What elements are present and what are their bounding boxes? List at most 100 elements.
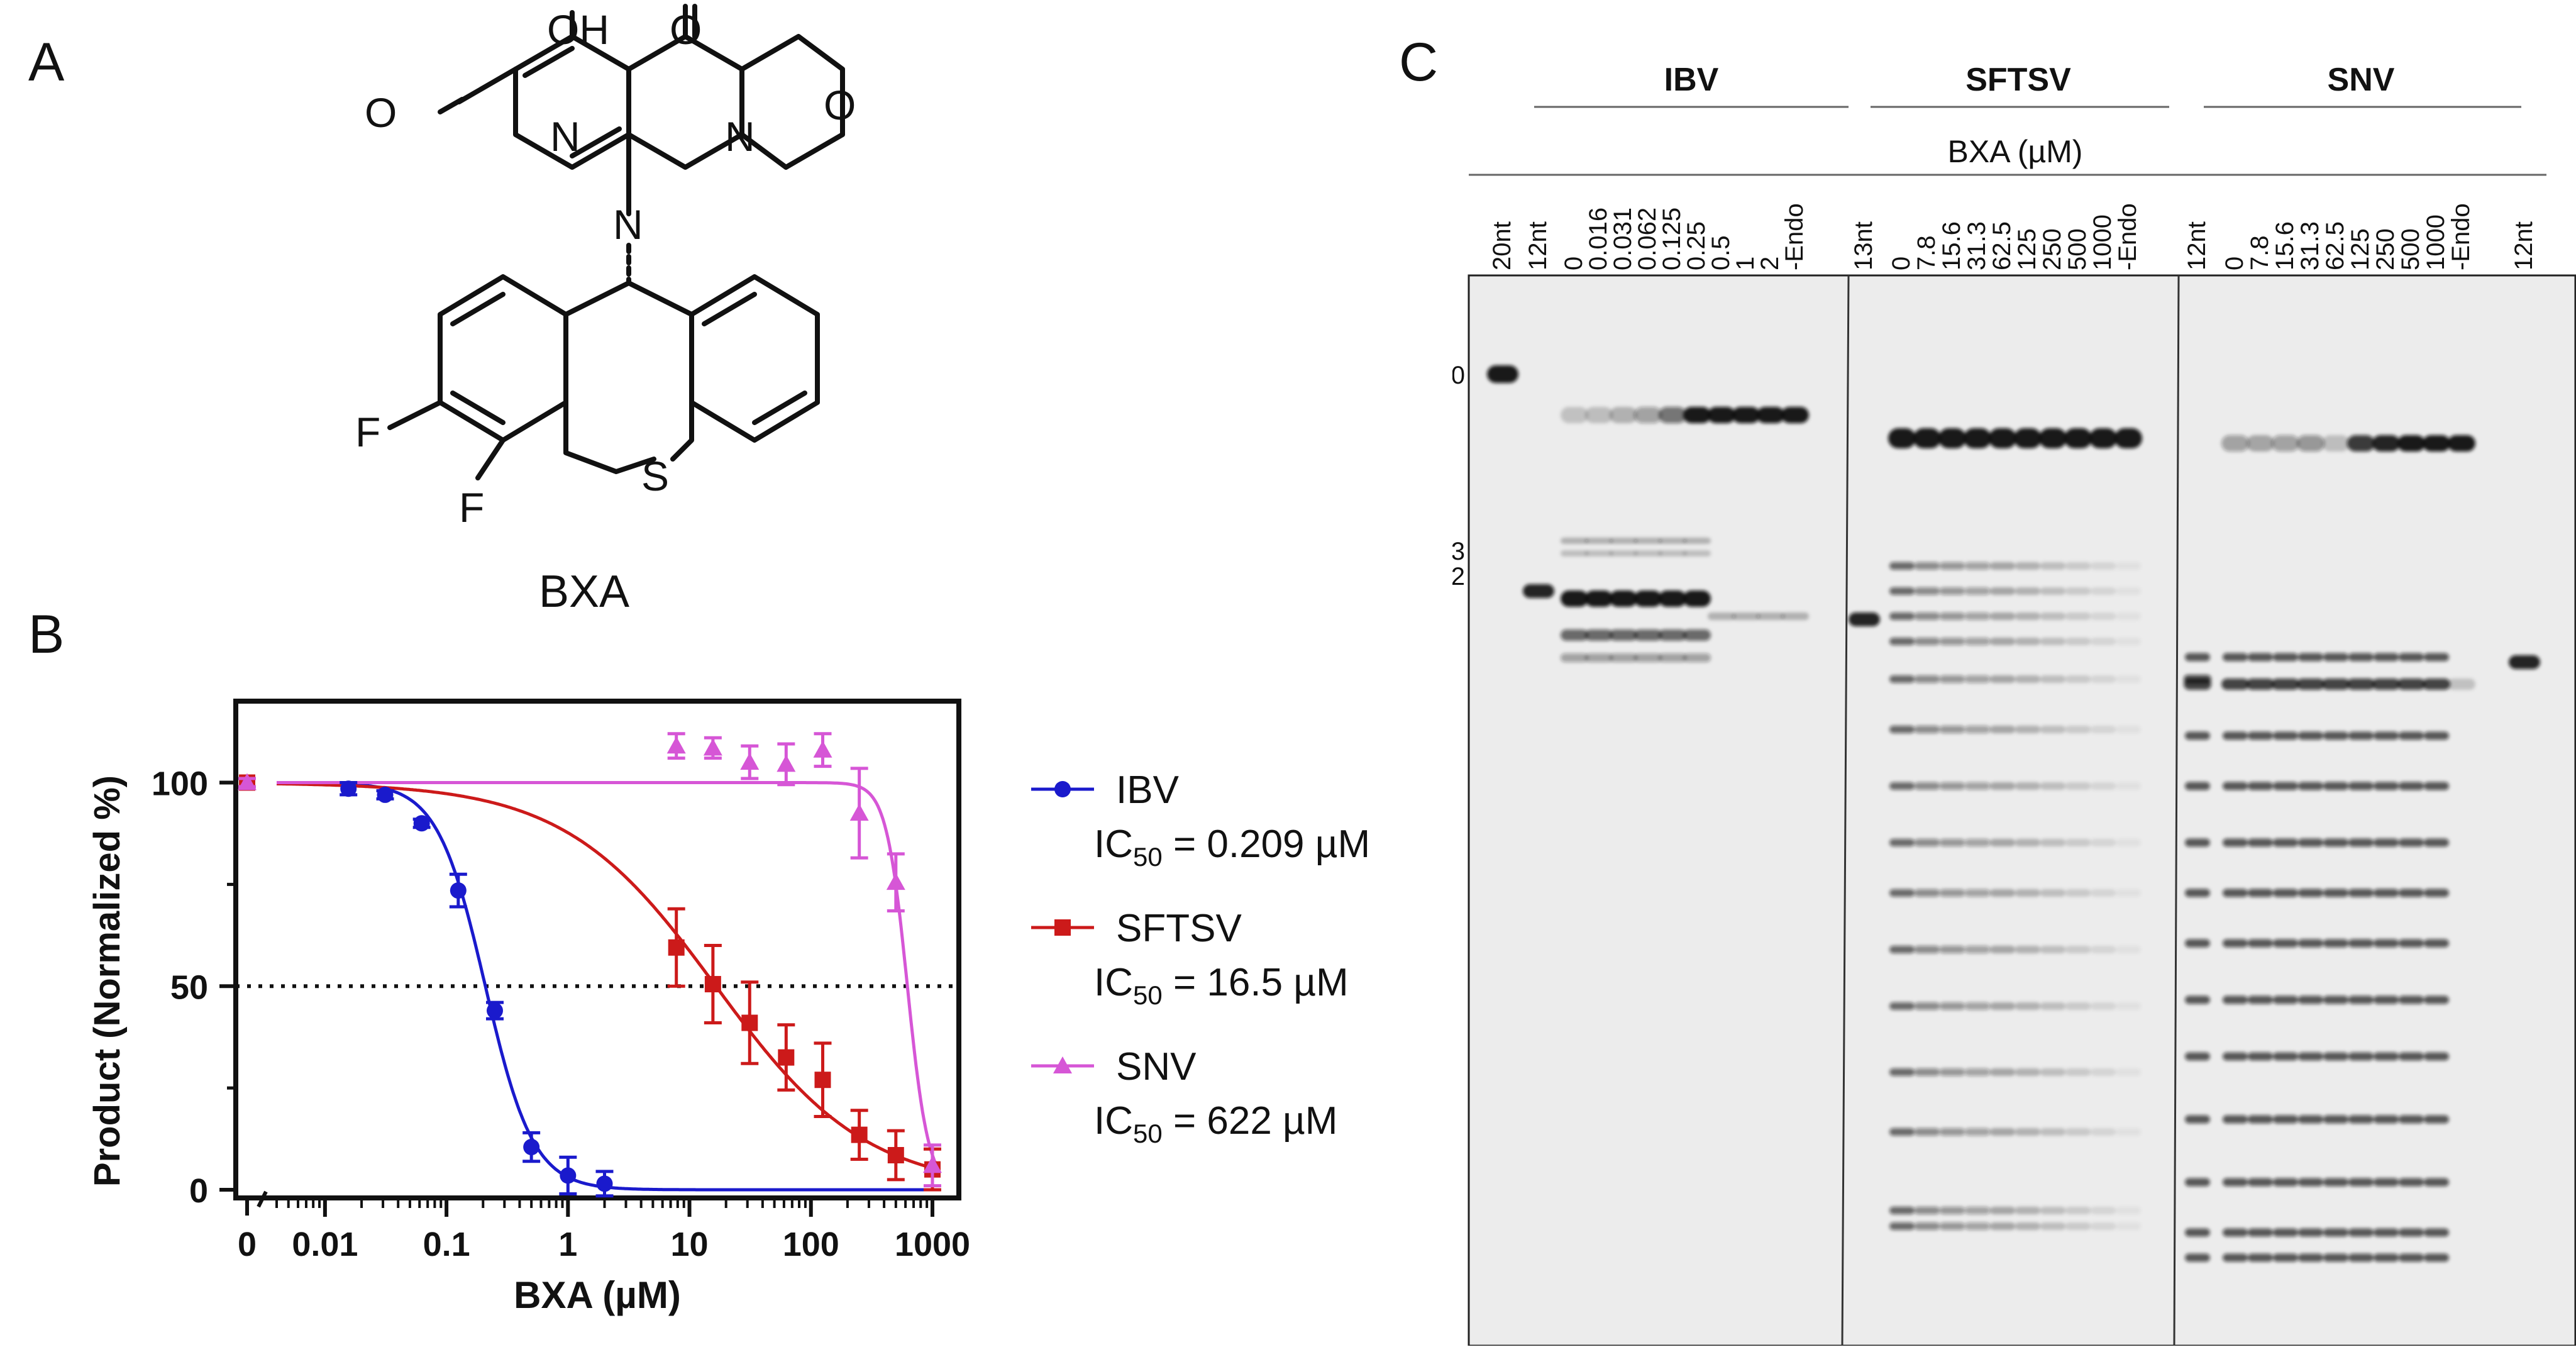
gel-band — [1634, 550, 1662, 557]
gel-band — [1965, 1207, 1990, 1214]
size-marker: 20 — [1452, 362, 1465, 389]
gel-band — [1683, 629, 1711, 641]
gel-band — [2374, 939, 2399, 948]
x-tick-label: 0 — [238, 1226, 257, 1263]
gel-band — [2116, 562, 2141, 570]
gel-band — [1915, 839, 1940, 846]
gel-band — [2248, 939, 2273, 948]
gel-band — [2298, 731, 2323, 740]
gel-band — [1915, 562, 1940, 570]
gel-band — [1990, 1068, 2015, 1076]
gel-band — [2424, 1228, 2449, 1237]
data-point-snv — [238, 773, 257, 790]
gel-band — [2015, 889, 2040, 897]
gel-band — [2015, 587, 2040, 595]
gel-band — [1990, 782, 2015, 790]
gel-band — [2399, 653, 2424, 662]
gel-band — [2065, 587, 2091, 595]
chart-axes: 0 0.01 0.1 1 10 100 1000 0 50 100 — [152, 699, 970, 1263]
lane-label: -Endo — [2447, 203, 2475, 270]
gel-band — [1889, 1068, 1915, 1076]
gel-band — [1990, 587, 2015, 595]
gel-band — [2248, 731, 2273, 740]
gel-band — [1965, 1128, 1990, 1136]
panel-label-a: A — [28, 32, 65, 92]
data-point-snv — [849, 804, 869, 821]
gel-bands — [1487, 365, 2540, 1262]
gel-band — [2065, 1068, 2091, 1076]
gel-band — [2015, 946, 2040, 953]
gel-band — [2248, 653, 2273, 662]
gel-band — [2248, 889, 2273, 897]
gel-band — [2116, 1222, 2141, 1230]
legend-series-name: SNV — [1116, 1045, 1197, 1089]
gel-band — [2399, 1228, 2424, 1237]
data-point-ibv — [450, 882, 467, 899]
gel-band — [1965, 1222, 1990, 1230]
gel-band — [1965, 1002, 1990, 1010]
gel-band — [1940, 726, 1965, 733]
gel-band — [2091, 1002, 2116, 1010]
gel-band — [1683, 538, 1711, 544]
gel-band — [1913, 428, 1941, 448]
gel-band — [2015, 726, 2040, 733]
gel-band — [2091, 1068, 2116, 1076]
lane-label: 7.8 — [2246, 235, 2274, 270]
gel-band — [1683, 407, 1711, 423]
gel-band — [1889, 638, 1915, 645]
gel-band — [2348, 995, 2374, 1004]
gel-band — [1940, 562, 1965, 570]
gel-band — [1915, 1002, 1940, 1010]
gel-band — [2374, 782, 2399, 790]
lane-label: 125 — [2347, 228, 2374, 270]
gel-band — [2065, 1002, 2091, 1010]
lane-label: 0 — [1888, 257, 1915, 270]
gel-band — [1940, 638, 1965, 645]
gel-band — [1990, 675, 2015, 683]
gel-band — [2223, 889, 2248, 897]
axis-break — [257, 1190, 268, 1208]
gel-band — [2116, 782, 2141, 790]
gel-band — [1990, 612, 2015, 620]
gel-band — [2273, 1228, 2298, 1237]
gel-band — [2185, 995, 2210, 1004]
gel-band — [2323, 653, 2348, 662]
gel-band — [2297, 435, 2324, 452]
data-point-snv — [813, 740, 832, 758]
gel-band — [2015, 1002, 2040, 1010]
gel-band — [1889, 946, 1915, 953]
gel-band — [2399, 995, 2424, 1004]
gel-band — [2116, 889, 2141, 897]
gel-band — [2248, 1228, 2273, 1237]
gel-band — [2323, 939, 2348, 948]
data-point-snv — [922, 1156, 942, 1173]
gel-band — [2423, 435, 2450, 452]
lane-label: 15.6 — [1938, 221, 1965, 270]
gel-band — [1915, 1128, 1940, 1136]
gel-band — [1915, 1222, 1940, 1230]
gel-band — [2116, 612, 2141, 620]
gel-band — [2348, 1115, 2374, 1124]
atom-n-ring2: N — [550, 113, 580, 160]
gel-band — [1889, 587, 1915, 595]
gel-band — [2323, 1178, 2348, 1187]
gel-band — [2040, 1128, 2065, 1136]
gel-band — [2322, 679, 2350, 690]
gel-band — [2509, 655, 2540, 669]
gel-band — [1634, 653, 1662, 662]
gel-band — [2273, 1253, 2298, 1262]
data-point-ibv — [340, 780, 357, 797]
gel-band — [2348, 782, 2374, 790]
gel-band — [2185, 1115, 2210, 1124]
x-tick-label: 100 — [783, 1226, 839, 1263]
gel-band — [1990, 1002, 2015, 1010]
gel-band — [1915, 638, 1940, 645]
gel-band — [2015, 562, 2040, 570]
gel-band — [2116, 1002, 2141, 1010]
data-point-ibv — [596, 1175, 613, 1192]
gel-band — [2116, 839, 2141, 846]
gel-band — [1757, 407, 1784, 423]
gel-band — [1585, 590, 1613, 607]
gel-band — [1889, 782, 1915, 790]
